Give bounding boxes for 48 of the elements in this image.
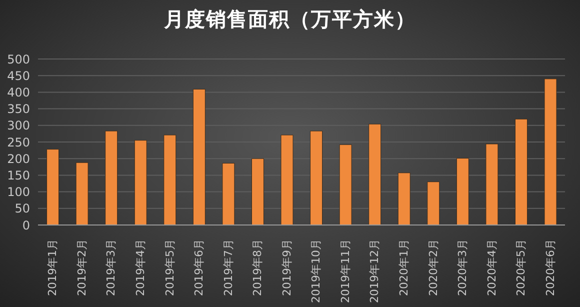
chart-title: 月度销售面积（万平方米） — [163, 6, 417, 33]
x-tick-label: 2020年6月 — [544, 239, 557, 296]
bar — [280, 134, 294, 225]
x-tick-label: 2019年9月 — [280, 239, 294, 296]
bar — [105, 130, 118, 225]
y-tick-label: 150 — [7, 168, 30, 182]
bar — [222, 163, 235, 225]
x-tick-label: 2019年1月 — [46, 239, 60, 296]
y-tick-label: 400 — [7, 85, 30, 100]
y-tick-label: 500 — [7, 52, 30, 66]
x-tick-label: 2020年5月 — [514, 239, 528, 296]
x-tick-label: 2019年2月 — [75, 239, 88, 296]
x-tick-label: 2019年10月 — [310, 239, 323, 303]
x-tick-label: 2019年3月 — [104, 239, 118, 296]
bar — [514, 118, 528, 225]
x-tick-label: 2019年11月 — [338, 239, 352, 303]
x-tick-label: 2020年1月 — [397, 239, 410, 296]
x-tick-label: 2019年7月 — [222, 239, 235, 296]
y-tick-label: 50 — [14, 202, 30, 216]
y-tick-label: 300 — [7, 118, 30, 133]
y-tick-label: 200 — [7, 152, 30, 166]
y-tick-label: 250 — [7, 135, 30, 150]
bar — [339, 144, 352, 225]
bar — [310, 130, 323, 225]
x-tick-label: 2019年6月 — [192, 239, 206, 296]
x-tick-label: 2020年4月 — [485, 239, 498, 296]
bar — [544, 78, 557, 225]
bar — [251, 158, 264, 225]
y-tick-label: 450 — [7, 68, 30, 83]
bar — [46, 149, 60, 225]
y-tick-label: 350 — [7, 102, 30, 116]
bar — [368, 124, 382, 225]
bar — [164, 134, 176, 225]
bar — [134, 140, 147, 225]
bar — [456, 158, 469, 225]
x-tick-label: 2019年8月 — [251, 239, 264, 296]
y-tick-label: 100 — [7, 185, 30, 200]
x-tick-label: 2019年4月 — [134, 239, 147, 296]
x-tick-label: 2020年2月 — [426, 239, 440, 296]
y-tick-label: 0 — [22, 218, 30, 232]
bar — [427, 182, 440, 225]
bar — [398, 172, 410, 225]
bar — [486, 144, 498, 225]
bar — [192, 88, 206, 225]
x-tick-label: 2019年5月 — [163, 239, 176, 296]
x-tick-label: 2019年12月 — [368, 239, 382, 303]
x-tick-label: 2020年3月 — [456, 239, 470, 296]
bar — [76, 162, 88, 225]
